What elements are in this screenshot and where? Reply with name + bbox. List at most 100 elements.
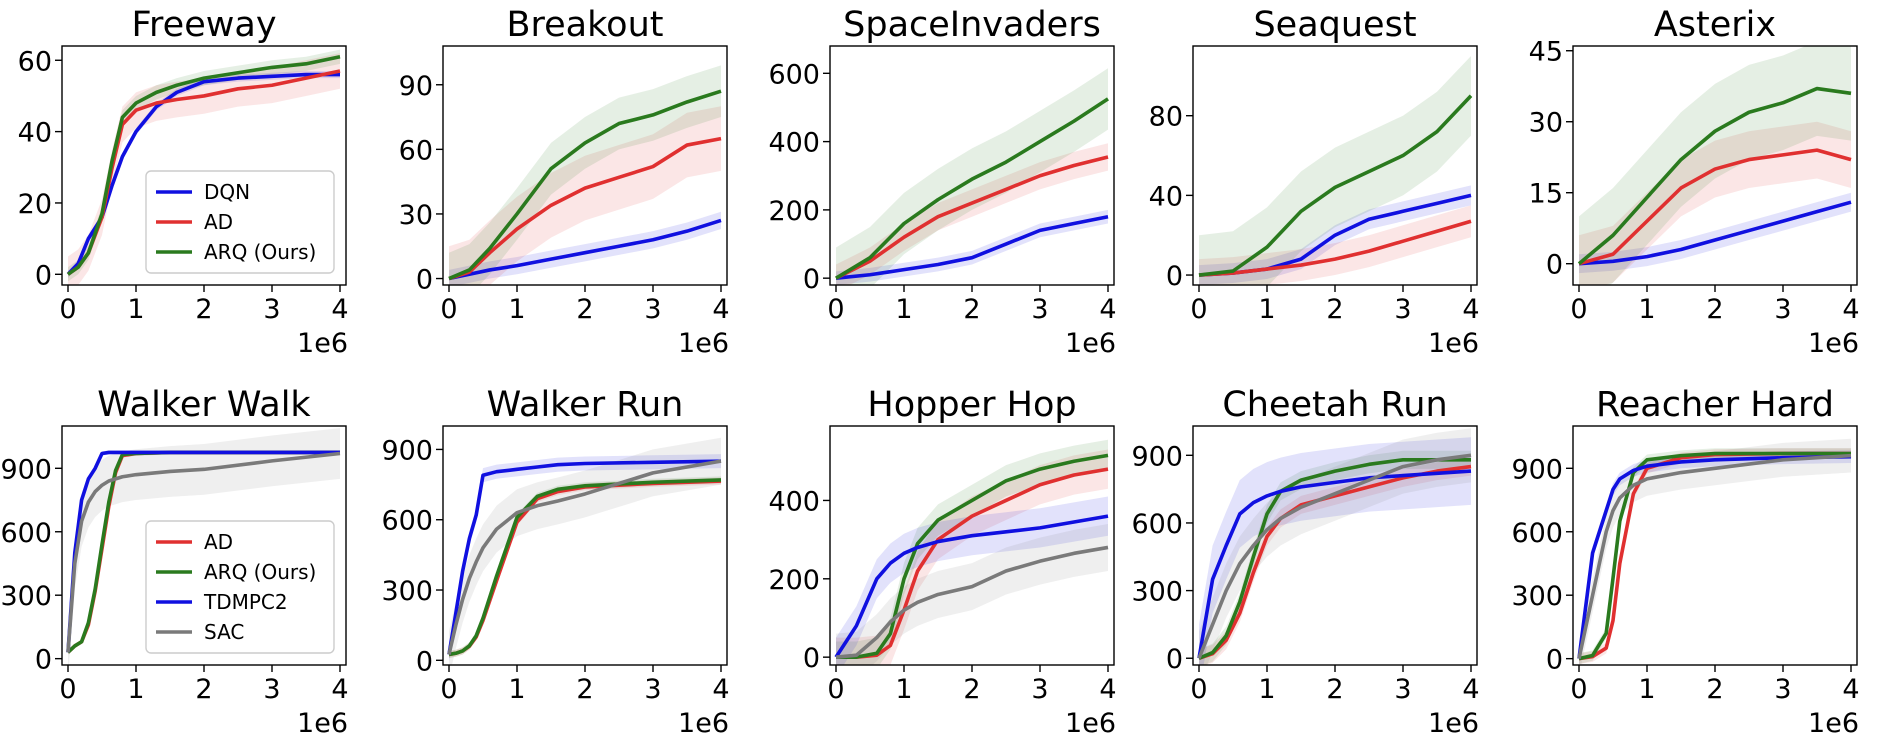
series-sac-cheetah-run — [1197, 453, 1472, 659]
x-tick-label: 4 — [331, 294, 348, 325]
legend-box — [145, 170, 335, 274]
y-tick-label: 0 — [35, 645, 52, 676]
series-arq-ours-seaquest — [1198, 94, 1473, 277]
y-tick-label: 900 — [381, 435, 433, 466]
series-sac-hopper-hop — [835, 545, 1109, 659]
y-tick-label: 15 — [1529, 179, 1563, 210]
series-dqn-breakout — [448, 218, 722, 281]
band-arq-ours-spaceinvaders — [836, 68, 1108, 285]
series-dqn-asterix — [1578, 200, 1852, 266]
x-tick-label: 1 — [895, 294, 912, 325]
band-tdmpc2-hopper-hop — [836, 496, 1108, 665]
series-ad-asterix — [1578, 148, 1852, 266]
x-tick-label: 0 — [1190, 294, 1207, 325]
x-multiplier-walker-run: 1e6 — [678, 708, 729, 739]
y-tick-label: 20 — [18, 189, 52, 220]
x-tick-label: 1 — [895, 674, 912, 705]
legend-label-tdmpc2: TDMPC2 — [203, 590, 288, 614]
x-tick-label: 0 — [440, 674, 457, 705]
x-tick-label: 0 — [827, 674, 844, 705]
series-arq-ours-breakout — [448, 89, 722, 281]
x-tick-label: 1 — [1258, 294, 1275, 325]
x-tick-label: 4 — [331, 674, 348, 705]
x-tick-label: 1 — [1638, 294, 1655, 325]
band-sac-cheetah-run — [1199, 428, 1471, 665]
series-tdmpc2-reacher-hard — [1577, 454, 1852, 659]
chart-title-seaquest: Seaquest — [1253, 5, 1416, 45]
y-tick-label: 900 — [1131, 441, 1183, 472]
band-ad-spaceinvaders — [836, 143, 1108, 285]
band-ad-asterix — [1579, 121, 1851, 285]
y-tick-label: 600 — [381, 506, 433, 537]
y-tick-label: 0 — [1546, 250, 1563, 281]
chart-title-freeway: Freeway — [131, 5, 276, 45]
series-dqn-freeway — [66, 72, 340, 276]
x-tick-label: 3 — [1031, 674, 1048, 705]
x-multiplier-hopper-hop: 1e6 — [1065, 708, 1116, 739]
x-tick-label: 0 — [59, 294, 76, 325]
series-arq-ours-hopper-hop — [836, 453, 1109, 659]
y-tick-label: 300 — [1511, 581, 1563, 612]
y-tick-label: 600 — [1511, 518, 1563, 549]
series-arq-ours-freeway — [66, 54, 341, 276]
x-multiplier-cheetah-run: 1e6 — [1428, 708, 1479, 739]
chart-title-cheetah-run: Cheetah Run — [1222, 385, 1447, 425]
y-tick-label: 0 — [1166, 644, 1183, 675]
x-tick-label: 2 — [1326, 294, 1343, 325]
y-tick-label: 300 — [0, 581, 52, 612]
x-tick-label: 0 — [1570, 674, 1587, 705]
band-sac-hopper-hop — [836, 523, 1108, 665]
band-sac-walker-run — [449, 437, 721, 665]
x-tick-label: 0 — [1570, 294, 1587, 325]
series-tdmpc2-hopper-hop — [834, 514, 1109, 659]
y-tick-label: 60 — [399, 135, 433, 166]
y-tick-label: 900 — [0, 454, 52, 485]
series-ad-spaceinvaders — [835, 155, 1109, 280]
x-tick-label: 4 — [1099, 294, 1116, 325]
y-tick-label: 60 — [18, 46, 52, 77]
x-multiplier-reacher-hard: 1e6 — [1808, 708, 1859, 739]
y-tick-label: 300 — [1131, 577, 1183, 608]
y-tick-label: 0 — [803, 643, 820, 674]
x-multiplier-breakout: 1e6 — [678, 328, 729, 359]
legend-label-dqn: DQN — [204, 180, 250, 204]
series-arq-ours-asterix — [1577, 86, 1852, 266]
y-tick-label: 0 — [1166, 261, 1183, 292]
band-ad-cheetah-run — [1199, 457, 1471, 665]
x-tick-label: 3 — [263, 674, 280, 705]
x-tick-label: 2 — [1326, 674, 1343, 705]
series-ad-breakout — [448, 136, 722, 281]
series-tdmpc2-walker-walk — [66, 450, 340, 653]
x-tick-label: 1 — [127, 294, 144, 325]
x-tick-label: 3 — [644, 294, 661, 325]
x-tick-label: 4 — [1842, 294, 1859, 325]
band-arq-ours-hopper-hop — [836, 439, 1108, 665]
x-multiplier-spaceinvaders: 1e6 — [1065, 328, 1116, 359]
y-tick-label: 30 — [399, 200, 433, 231]
y-tick-label: 600 — [1131, 509, 1183, 540]
y-tick-label: 80 — [1149, 102, 1183, 133]
y-tick-label: 900 — [1511, 454, 1563, 485]
x-tick-label: 3 — [263, 294, 280, 325]
series-sac-reacher-hard — [1577, 453, 1852, 660]
x-tick-label: 1 — [127, 674, 144, 705]
x-tick-label: 4 — [712, 294, 729, 325]
x-tick-label: 4 — [1462, 294, 1479, 325]
y-tick-label: 0 — [416, 265, 433, 296]
x-tick-label: 4 — [1462, 674, 1479, 705]
legend-label-ad: AD — [204, 210, 233, 234]
x-tick-label: 0 — [827, 294, 844, 325]
band-arq-ours-asterix — [1579, 46, 1851, 285]
series-arq-ours-walker-run — [448, 478, 722, 657]
x-tick-label: 2 — [195, 294, 212, 325]
legend-label-arq-ours: ARQ (Ours) — [204, 560, 316, 584]
x-tick-label: 1 — [1638, 674, 1655, 705]
x-tick-label: 2 — [963, 294, 980, 325]
x-tick-label: 4 — [1842, 674, 1859, 705]
x-tick-label: 4 — [712, 674, 729, 705]
chart-title-reacher-hard: Reacher Hard — [1596, 385, 1834, 425]
y-tick-label: 600 — [0, 518, 52, 549]
